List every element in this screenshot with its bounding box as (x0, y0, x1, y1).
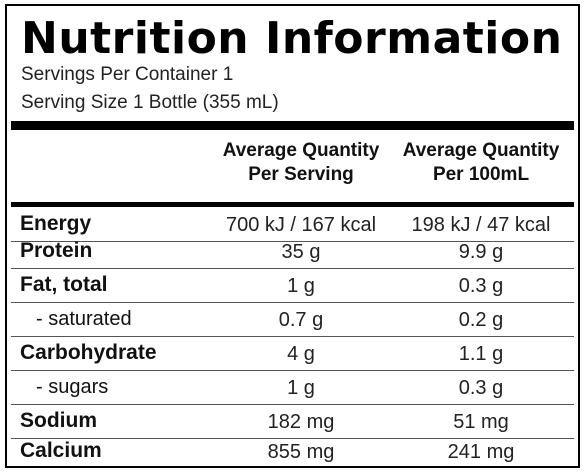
table-row-protein: Protein 35 g 9.9 g (11, 234, 574, 269)
nutrition-panel: Nutrition Information Servings Per Conta… (5, 4, 580, 468)
value-per-serving: 1 g (287, 377, 315, 399)
row-label: Fat, total (20, 273, 108, 296)
table-row-carbohydrate: Carbohydrate 4 g 1.1 g (11, 336, 574, 371)
table-row-sodium: Sodium 182 mg 51 mg (11, 404, 574, 439)
table-row-energy: Energy 700 kJ / 167 kcal 198 kJ / 47 kca… (11, 207, 574, 242)
value-per-serving: 182 mg (267, 411, 335, 433)
table-row-calcium: Calcium 855 mg 241 mg (11, 434, 574, 468)
row-label: Protein (20, 239, 93, 262)
column-header-line: Per Serving (248, 164, 354, 185)
thick-divider-top (11, 121, 574, 130)
table-row-fat-total: Fat, total 1 g 0.3 g (11, 268, 574, 303)
value-per-serving: 4 g (287, 343, 315, 365)
column-header-line: Average Quantity (222, 140, 380, 161)
value-per-serving: 35 g (281, 241, 321, 263)
serving-size: Serving Size 1 Bottle (355 mL) (21, 92, 279, 113)
value-per-serving: 1 g (287, 275, 315, 297)
table-row-sugars: - sugars 1 g 0.3 g (11, 370, 574, 405)
row-label: - saturated (36, 308, 132, 330)
value-per-100ml: 0.3 g (458, 377, 504, 399)
thick-divider-header (11, 202, 574, 207)
value-per-100ml: 51 mg (453, 411, 509, 433)
row-label: Energy (20, 212, 92, 235)
column-header-per-100ml: Average Quantity Per 100mL (381, 139, 581, 187)
value-per-100ml: 9.9 g (458, 241, 504, 263)
value-per-serving: 0.7 g (278, 309, 324, 331)
value-per-serving: 855 mg (267, 441, 335, 463)
servings-per-container: Servings Per Container 1 (21, 64, 234, 85)
panel-title: Nutrition Information (21, 13, 563, 64)
value-per-100ml: 198 kJ / 47 kcal (411, 214, 551, 236)
column-header-per-serving: Average Quantity Per Serving (201, 139, 401, 187)
value-per-100ml: 0.3 g (458, 275, 504, 297)
row-label: - sugars (36, 376, 109, 398)
row-label: Carbohydrate (20, 341, 157, 364)
value-per-100ml: 0.2 g (458, 309, 504, 331)
value-per-100ml: 241 mg (447, 441, 515, 463)
row-label: Sodium (20, 409, 97, 432)
value-per-100ml: 1.1 g (458, 343, 504, 365)
column-header-line: Per 100mL (432, 164, 530, 185)
column-header-line: Average Quantity (402, 140, 560, 161)
row-label: Calcium (20, 439, 102, 462)
table-row-saturated: - saturated 0.7 g 0.2 g (11, 302, 574, 337)
value-per-serving: 700 kJ / 167 kcal (225, 214, 377, 236)
